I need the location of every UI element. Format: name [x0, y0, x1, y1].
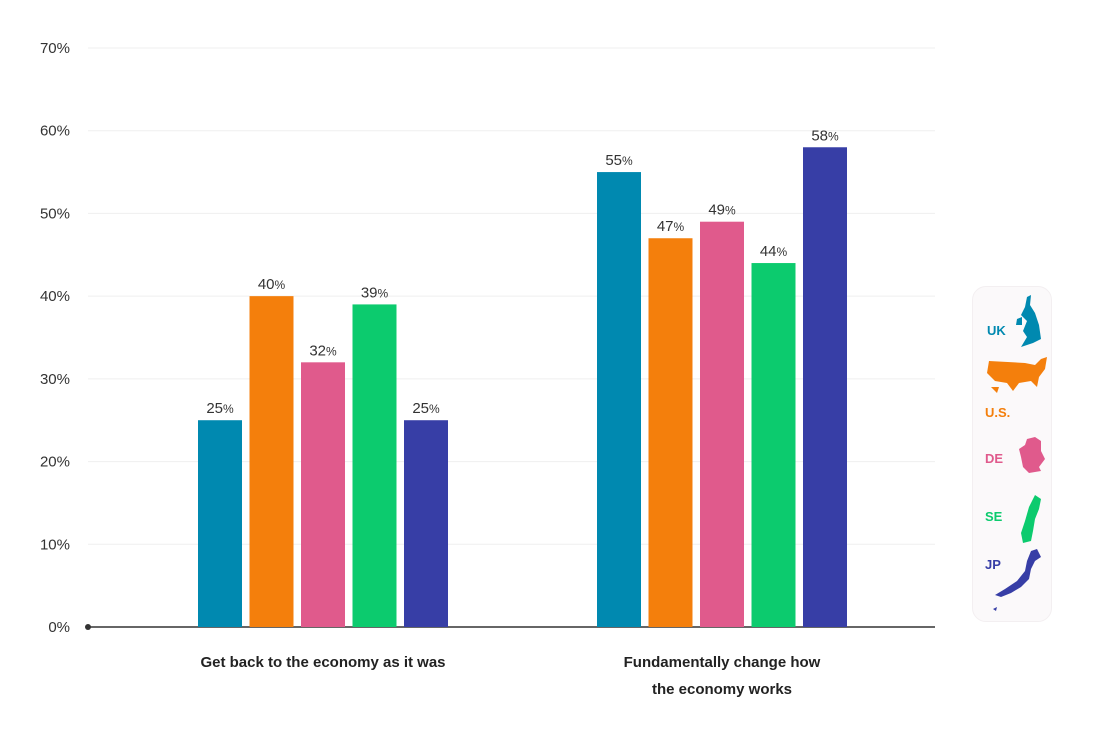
data-label: 32%	[309, 342, 337, 359]
category-label: Get back to the economy as it was	[200, 654, 445, 671]
bar-se	[751, 263, 796, 627]
y-tick-label: 60%	[40, 123, 70, 140]
bar-us	[648, 238, 693, 627]
data-label: 39%	[361, 284, 389, 301]
legend: UK U.S. DE SE JP	[972, 286, 1052, 622]
bar-se	[352, 304, 397, 627]
y-tick-label: 40%	[40, 288, 70, 305]
bar-us	[249, 296, 294, 627]
legend-label-us: U.S.	[985, 405, 1011, 420]
y-tick-label: 70%	[40, 40, 70, 57]
data-label: 44%	[760, 243, 788, 260]
germany-map-icon	[1019, 437, 1045, 473]
y-tick-label: 10%	[40, 536, 70, 553]
y-tick-label: 20%	[40, 454, 70, 471]
legend-label-de: DE	[985, 451, 1004, 466]
bar-jp	[404, 420, 448, 627]
bar-de	[301, 362, 345, 627]
japan-map-icon	[993, 549, 1041, 611]
legend-label-se: SE	[985, 509, 1003, 524]
sweden-map-icon	[1021, 495, 1041, 543]
data-label: 58%	[811, 127, 839, 144]
bar-uk	[198, 420, 242, 627]
axis-origin-dot	[85, 624, 91, 630]
y-tick-label: 30%	[40, 371, 70, 388]
category-label: Fundamentally change how	[624, 654, 821, 671]
data-label: 25%	[206, 400, 234, 417]
legend-label-jp: JP	[985, 557, 1001, 572]
legend-label-uk: UK	[987, 323, 1006, 338]
uk-map-icon	[1016, 295, 1041, 347]
bar-jp	[803, 147, 847, 627]
y-tick-label: 0%	[48, 619, 70, 636]
data-label: 25%	[412, 400, 440, 417]
category-label: the economy works	[652, 681, 792, 698]
bar-de	[700, 221, 744, 627]
bar-uk	[597, 172, 641, 628]
y-tick-label: 50%	[40, 205, 70, 222]
data-label: 55%	[605, 152, 633, 169]
data-label: 47%	[657, 218, 685, 235]
data-label: 49%	[708, 202, 736, 219]
data-label: 40%	[258, 276, 286, 293]
us-map-icon	[987, 357, 1047, 393]
